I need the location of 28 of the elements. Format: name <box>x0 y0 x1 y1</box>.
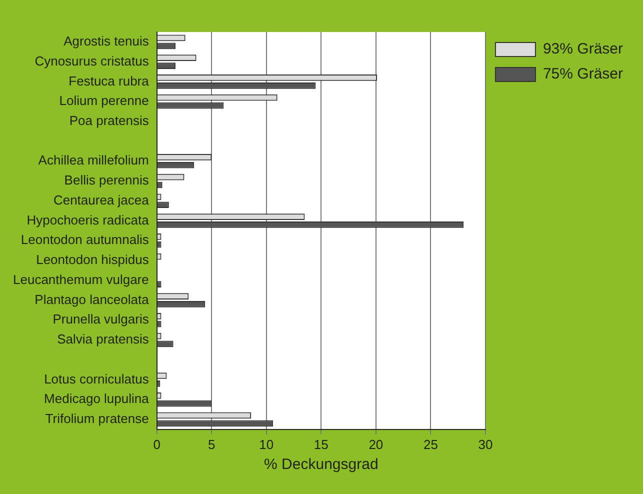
y-tick-label: Leontodon autumnalis <box>20 232 150 248</box>
y-tick-label: Cynosurus cristatus <box>34 53 150 68</box>
y-tick-label: Achillea millefolium <box>38 152 149 168</box>
y-tick-label: Salvia pratensis <box>57 332 150 347</box>
y-tick-label: Festuca rubra <box>68 73 150 88</box>
y-tick-label: Poa pratensis <box>69 112 150 128</box>
y-tick-label: Leucanthemum vulgare <box>13 272 149 287</box>
y-tick-label: Leontodon hispidus <box>36 252 150 268</box>
x-tick-label: 5 <box>208 436 216 452</box>
y-tick-label: Plantago lanceolata <box>34 292 150 307</box>
x-tick-label: 25 <box>423 436 438 452</box>
y-tick-label: Prunella vulgaris <box>52 312 150 327</box>
x-axis-title: % Deckungsgrad <box>264 456 378 474</box>
legend-label: 75% Gräser <box>542 66 624 83</box>
x-tick-label: 20 <box>368 436 384 452</box>
y-tick-label: Lolium perenne <box>59 93 149 108</box>
y-tick-label: Hypochoeris radicata <box>26 212 150 228</box>
y-tick-label: Trifolium pratense <box>45 411 149 426</box>
y-tick-label: Bellis perennis <box>64 172 150 188</box>
x-tick-label: 0 <box>153 436 160 452</box>
y-tick-label: Centaurea jacea <box>53 192 150 208</box>
y-tick-label: Medicago lupulina <box>44 391 150 406</box>
x-tick-label: 10 <box>259 436 274 452</box>
y-tick-label: Lotus corniculatus <box>44 371 150 386</box>
x-tick-label: 30 <box>478 436 493 452</box>
legend-label: 93% Gräser <box>542 40 624 58</box>
y-tick-label: Agrostis tenuis <box>64 34 150 49</box>
x-tick-label: 15 <box>314 436 328 452</box>
